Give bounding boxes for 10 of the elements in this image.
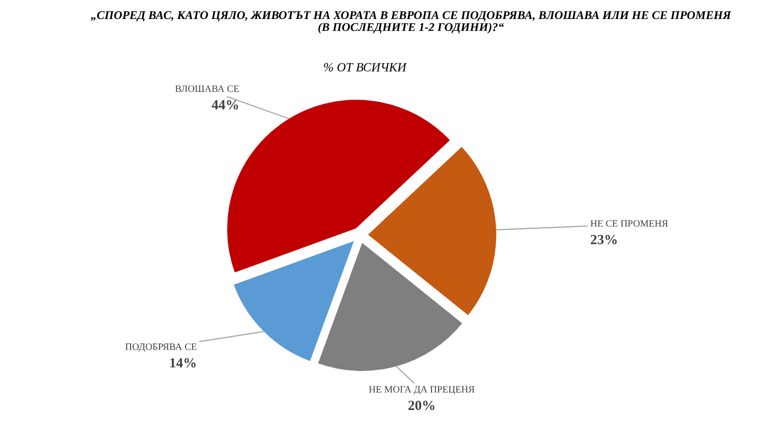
data-label: 23%	[590, 234, 617, 244]
data-label: 44%	[212, 100, 238, 110]
chart-title: „СПОРЕД ВАС, КАТО ЦЯЛО, ЖИВОТЪТ НА ХОРАТА В ЕВРОПА СЕ ПОДОБРЯВА, ВЛОШАВА ИЛИ НЕ СЕ ПРОМЕНЯ (В ПОСЛЕДНИТЕ 1-2 ГОДИНИ)?“	[90, 11, 732, 34]
chart-subtitle: % ОТ ВСИЧКИ	[324, 63, 407, 72]
data-label: 20%	[408, 400, 434, 410]
slice-label: ВЛОШАВА СЕ	[175, 85, 239, 92]
slice-label: ПОДОБРЯВА СЕ	[125, 343, 196, 352]
data-label: 14%	[170, 358, 196, 368]
slice-label: НЕ МОГА ДА ПРЕЦЕНЯ	[369, 386, 474, 395]
slice-label: НЕ СЕ ПРОМЕНЯ	[590, 220, 668, 227]
